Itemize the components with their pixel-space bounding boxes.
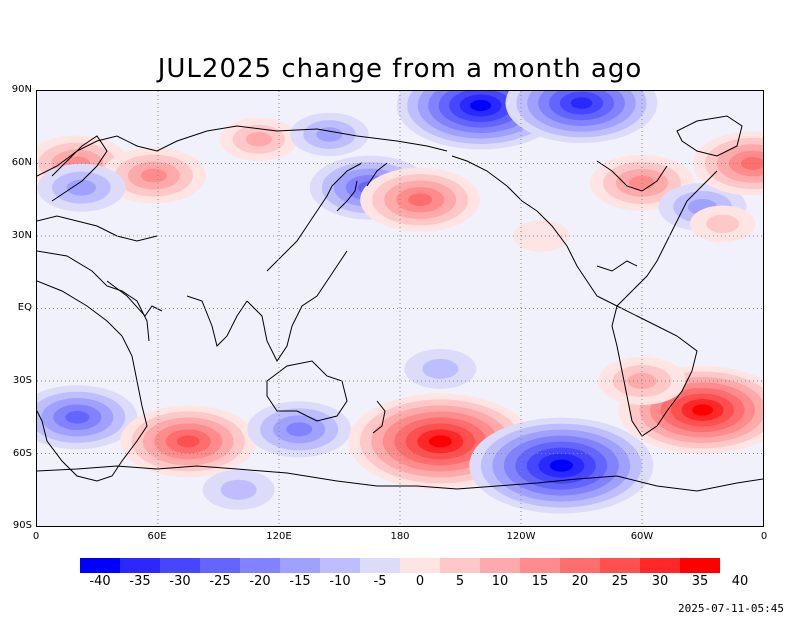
coastline-south-america xyxy=(611,305,698,437)
coastline-north-america-west xyxy=(536,210,618,307)
lon-label-60w: 60W xyxy=(630,531,654,542)
colorbar-swatch xyxy=(480,558,520,573)
anomaly-contour xyxy=(428,435,452,448)
anomaly-contour xyxy=(470,100,492,111)
colorbar xyxy=(80,558,720,573)
lat-label-eq: EQ xyxy=(17,302,32,313)
coastline-australia xyxy=(266,360,348,422)
anomaly-contour xyxy=(408,193,433,207)
colorbar-swatch xyxy=(520,558,560,573)
anomaly-contour xyxy=(422,358,459,379)
anomaly-contour xyxy=(740,157,763,170)
anomaly-contour xyxy=(316,127,343,142)
coastline-africa xyxy=(37,280,148,482)
coastline-antarctica xyxy=(37,465,763,492)
lon-label-60e: 60E xyxy=(147,531,167,542)
coastline-kamchatka xyxy=(366,162,388,187)
coastline-arabia xyxy=(106,280,163,317)
coastlines xyxy=(37,115,763,492)
colorbar-label: -5 xyxy=(373,574,387,589)
anomaly-contour xyxy=(549,459,573,472)
colorbar-label: 25 xyxy=(611,574,629,589)
colorbar-swatch xyxy=(80,558,120,573)
colorbar-swatch xyxy=(600,558,640,573)
coastline-mediterranean xyxy=(37,215,158,242)
lon-label-180: 180 xyxy=(390,531,410,542)
colorbar-swatch xyxy=(640,558,680,573)
anomaly-contour xyxy=(220,479,257,500)
colorbar-swatch xyxy=(160,558,200,573)
colorbar-swatch xyxy=(680,558,720,573)
anomaly-contour xyxy=(66,179,97,196)
coastline-india xyxy=(186,295,248,347)
colorbar-swatch xyxy=(200,558,240,573)
lon-label-0-east: 0 xyxy=(760,531,768,542)
lon-label-120w: 120W xyxy=(506,531,536,542)
anomaly-contour xyxy=(692,404,713,416)
anomaly-contour xyxy=(245,132,272,147)
lon-label-0: 0 xyxy=(32,531,40,542)
colorbar-swatch xyxy=(560,558,600,573)
colorbar-label: 0 xyxy=(415,574,425,589)
anomaly-contour xyxy=(65,410,90,424)
colorbar-swatch xyxy=(120,558,160,573)
timestamp: 2025-07-11-05:45 xyxy=(678,602,784,615)
coastline-new-zealand xyxy=(372,400,386,434)
coastline-europe xyxy=(37,125,448,177)
coastline-east-asia xyxy=(266,162,363,272)
coastline-africa-east xyxy=(37,250,150,342)
coastline-north-america-east xyxy=(616,170,718,307)
lat-label-60s: 60S xyxy=(12,448,32,459)
colorbar-label: -25 xyxy=(209,574,231,589)
colorbar-label: 40 xyxy=(731,574,749,589)
colorbar-swatch xyxy=(360,558,400,573)
colorbar-label: 15 xyxy=(531,574,549,589)
map-title: JUL2025 change from a month ago xyxy=(157,54,643,84)
lat-label-30s: 30S xyxy=(12,375,32,386)
anomaly-contour xyxy=(176,435,200,448)
colorbar-label: -35 xyxy=(129,574,151,589)
colorbar-swatch xyxy=(320,558,360,573)
lat-label-30n: 30N xyxy=(11,230,32,241)
colorbar-label: 35 xyxy=(691,574,709,589)
colorbar-label: -10 xyxy=(329,574,351,589)
coastline-gulf xyxy=(596,260,638,272)
anomaly-field xyxy=(37,91,763,514)
anomaly-map xyxy=(36,90,764,527)
colorbar-swatch xyxy=(440,558,480,573)
colorbar-label: 10 xyxy=(491,574,509,589)
anomaly-contour xyxy=(570,97,593,109)
lat-label-90n: 90N xyxy=(11,84,32,95)
colorbar-swatch xyxy=(240,558,280,573)
coastline-seasia xyxy=(246,250,348,362)
coastline-alaska xyxy=(451,155,538,212)
coastline-japan xyxy=(336,180,358,212)
colorbar-swatch xyxy=(400,558,440,573)
anomaly-map-canvas xyxy=(37,91,763,526)
colorbar-label: -30 xyxy=(169,574,191,589)
anomaly-contour xyxy=(706,214,740,234)
colorbar-label: 5 xyxy=(455,574,465,589)
coastline-hudson xyxy=(596,160,668,192)
colorbar-label: -40 xyxy=(89,574,111,589)
colorbar-label: 20 xyxy=(571,574,589,589)
graticule xyxy=(37,91,763,526)
anomaly-contour xyxy=(286,422,313,437)
colorbar-label: -20 xyxy=(249,574,271,589)
lat-label-90s: 90S xyxy=(12,520,32,531)
colorbar-label: 30 xyxy=(651,574,669,589)
anomaly-contour xyxy=(140,168,167,183)
coastline-greenland xyxy=(676,115,743,157)
lat-label-60n: 60N xyxy=(11,157,32,168)
colorbar-swatch xyxy=(280,558,320,573)
colorbar-label: -15 xyxy=(289,574,311,589)
lon-label-120e: 120E xyxy=(266,531,292,542)
colorbar-labels: -40 -35 -30 -25 -20 -15 -10 -5 0 5 10 15 20 25 30 35 40 xyxy=(80,574,748,590)
coastline-scandinavia xyxy=(51,135,108,202)
